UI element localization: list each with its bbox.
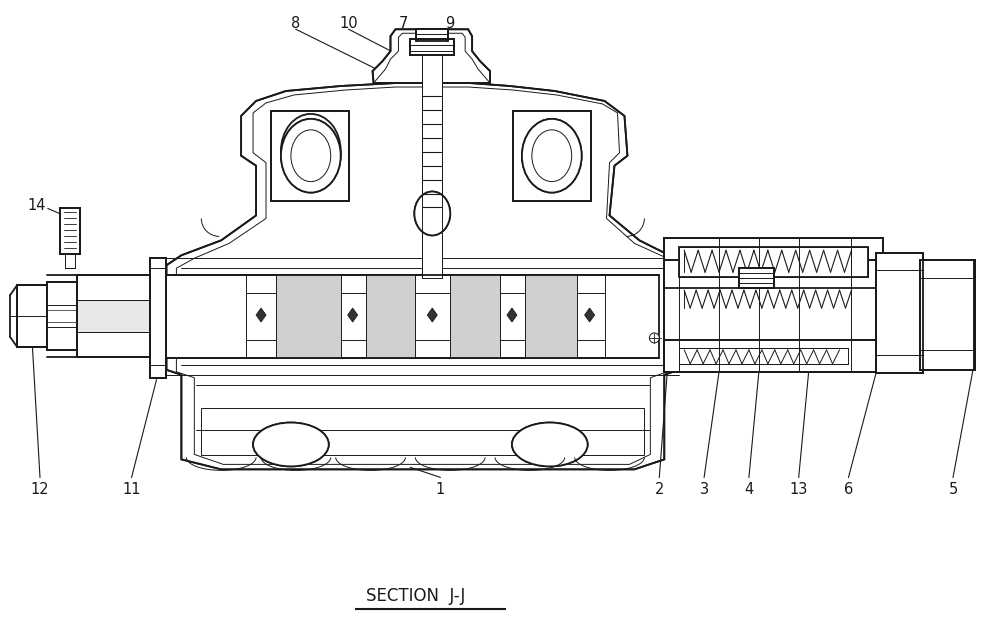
Bar: [920, 260, 975, 370]
Bar: [201, 408, 644, 455]
Bar: [150, 258, 166, 378]
Polygon shape: [166, 83, 679, 469]
Bar: [876, 253, 923, 373]
Ellipse shape: [281, 119, 341, 193]
Bar: [664, 260, 923, 372]
Ellipse shape: [253, 422, 329, 466]
Bar: [410, 39, 454, 55]
Bar: [271, 111, 349, 200]
Polygon shape: [585, 308, 595, 322]
Bar: [664, 340, 878, 372]
Text: 11: 11: [122, 482, 141, 497]
Bar: [876, 253, 923, 373]
Bar: [525, 275, 577, 358]
Ellipse shape: [532, 130, 572, 182]
Bar: [17, 285, 47, 347]
Bar: [150, 258, 166, 378]
Bar: [679, 247, 868, 277]
Polygon shape: [507, 308, 517, 322]
Bar: [664, 238, 883, 288]
Bar: [920, 260, 975, 370]
Ellipse shape: [522, 119, 582, 193]
Text: 8: 8: [291, 16, 301, 31]
Bar: [450, 275, 500, 358]
Bar: [679, 348, 848, 364]
Text: 5: 5: [948, 482, 958, 497]
Ellipse shape: [290, 124, 332, 178]
Ellipse shape: [281, 119, 341, 193]
Bar: [664, 260, 923, 372]
Bar: [77, 300, 150, 332]
Text: 7: 7: [399, 16, 408, 31]
Ellipse shape: [512, 422, 588, 466]
Bar: [166, 275, 659, 358]
Polygon shape: [373, 29, 490, 83]
Polygon shape: [348, 308, 358, 322]
Ellipse shape: [414, 191, 450, 235]
Bar: [513, 111, 591, 200]
Polygon shape: [256, 308, 266, 322]
Text: 3: 3: [700, 482, 709, 497]
Text: 4: 4: [744, 482, 754, 497]
Bar: [60, 209, 80, 254]
Bar: [77, 275, 150, 357]
Text: SECTION  J-J: SECTION J-J: [366, 587, 465, 605]
Ellipse shape: [253, 422, 329, 466]
Bar: [739, 269, 774, 288]
Bar: [739, 269, 774, 288]
Text: 10: 10: [339, 16, 358, 31]
Bar: [65, 254, 75, 269]
Bar: [513, 111, 591, 200]
Bar: [77, 275, 150, 357]
Bar: [60, 209, 80, 254]
Bar: [17, 285, 47, 347]
Text: 2: 2: [655, 482, 664, 497]
Ellipse shape: [414, 191, 450, 235]
Bar: [679, 247, 868, 277]
Bar: [271, 111, 349, 200]
Bar: [47, 282, 77, 350]
Ellipse shape: [291, 130, 331, 182]
Text: 9: 9: [446, 16, 455, 31]
Bar: [664, 238, 883, 288]
Text: 12: 12: [31, 482, 49, 497]
Text: 14: 14: [28, 198, 46, 213]
Bar: [366, 275, 415, 358]
Ellipse shape: [281, 114, 341, 187]
Bar: [47, 282, 77, 350]
Text: 1: 1: [436, 482, 445, 497]
Bar: [276, 275, 341, 358]
Text: 6: 6: [844, 482, 853, 497]
Bar: [664, 340, 878, 372]
Bar: [422, 29, 442, 278]
Polygon shape: [427, 308, 437, 322]
Bar: [416, 29, 448, 41]
Ellipse shape: [522, 119, 582, 193]
Text: 13: 13: [790, 482, 808, 497]
Circle shape: [649, 333, 659, 343]
Ellipse shape: [512, 422, 588, 466]
